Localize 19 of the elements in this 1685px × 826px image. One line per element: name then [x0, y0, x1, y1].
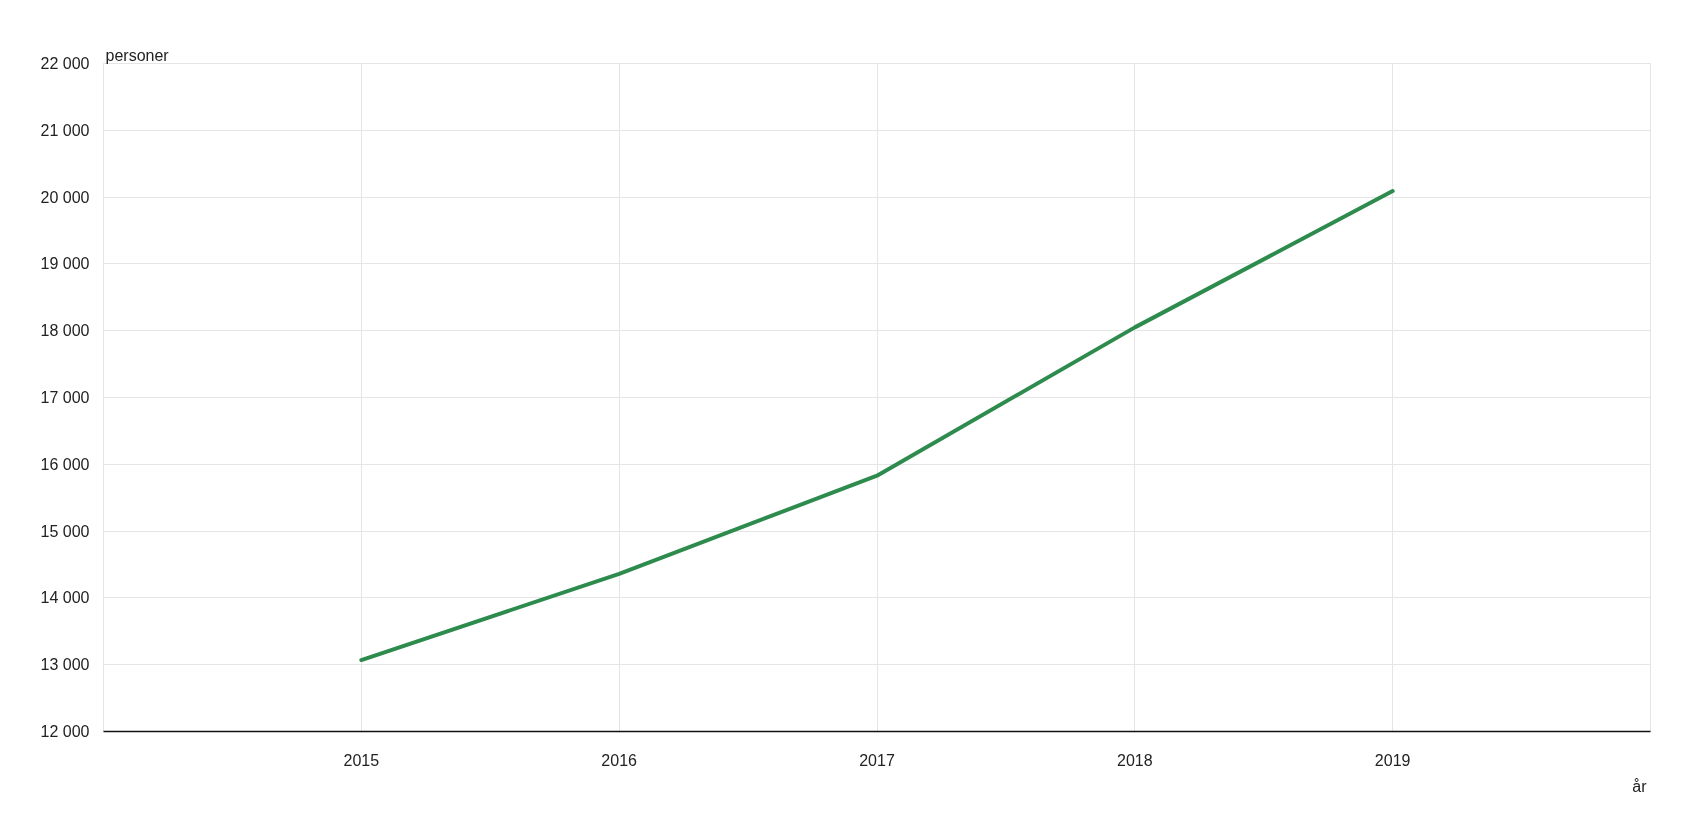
y-tick-label: 15 000: [40, 522, 90, 540]
y-tick-label: 12 000: [40, 723, 90, 740]
y-tick-label: 14 000: [40, 589, 90, 607]
x-tick-label: 2016: [601, 751, 638, 769]
line-series: [359, 189, 1395, 663]
x-tick-label: 2019: [1374, 751, 1411, 769]
y-tick-label: 22 000: [40, 55, 90, 72]
y-tick-label: 18 000: [40, 322, 90, 340]
x-axis-title: år: [1632, 777, 1648, 795]
y-tick-label: 19 000: [40, 255, 90, 273]
y-tick-label: 21 000: [40, 121, 90, 139]
x-tick-label: 2018: [1117, 751, 1153, 769]
y-tick-label: 20 000: [40, 188, 90, 206]
y-tick-label: 13 000: [40, 656, 90, 674]
y-axis-title: personer: [105, 46, 170, 64]
y-tick-label: 17 000: [40, 389, 90, 406]
y-tick-label: 16 000: [40, 455, 90, 473]
x-tick-label: 2015: [343, 751, 380, 769]
x-tick-label: 2017: [859, 751, 895, 769]
